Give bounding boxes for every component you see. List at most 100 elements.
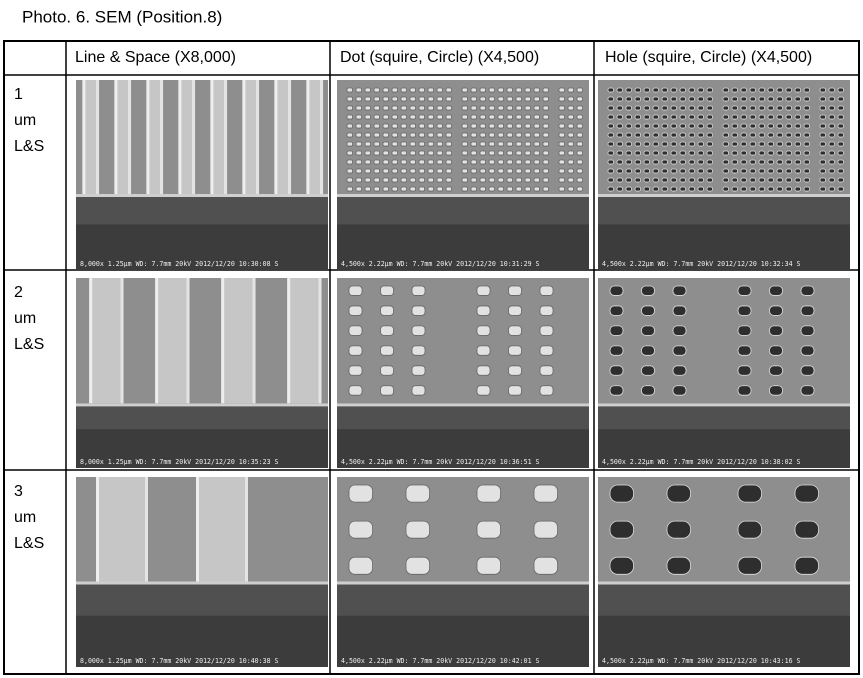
- dot: [411, 385, 426, 396]
- dot: [524, 150, 531, 156]
- hole: [828, 132, 835, 138]
- hole: [652, 159, 659, 165]
- dot: [479, 114, 486, 120]
- dot: [382, 159, 389, 165]
- dot: [506, 123, 513, 129]
- hole: [688, 105, 695, 111]
- dot: [506, 114, 513, 120]
- dot: [558, 105, 565, 111]
- dot: [567, 123, 574, 129]
- dot: [427, 132, 434, 138]
- dot: [508, 345, 522, 356]
- ridge-edge: [245, 477, 248, 582]
- dot: [479, 105, 486, 111]
- hole: [652, 177, 659, 183]
- dot: [488, 105, 495, 111]
- ridge: [178, 80, 196, 194]
- dot: [391, 132, 398, 138]
- dot: [515, 186, 522, 192]
- hole: [706, 168, 713, 174]
- hole: [794, 484, 819, 503]
- hole: [688, 123, 695, 129]
- dot: [533, 141, 540, 147]
- ridge-edge: [146, 80, 150, 194]
- hole: [758, 150, 765, 156]
- dot: [364, 114, 371, 120]
- hole: [688, 177, 695, 183]
- hole: [776, 132, 783, 138]
- dot: [515, 177, 522, 183]
- hole: [828, 123, 835, 129]
- hole: [607, 168, 614, 174]
- hole: [679, 159, 686, 165]
- hole: [828, 105, 835, 111]
- dot: [380, 325, 394, 336]
- dot: [391, 96, 398, 102]
- hole: [722, 114, 729, 120]
- hole: [776, 141, 783, 147]
- dot: [391, 105, 398, 111]
- hole: [670, 150, 677, 156]
- dot: [355, 132, 362, 138]
- hole: [828, 168, 835, 174]
- dot: [382, 132, 389, 138]
- dot: [427, 87, 434, 93]
- hole: [609, 484, 634, 503]
- hole: [819, 105, 826, 111]
- dot: [470, 177, 477, 183]
- dot: [409, 123, 416, 129]
- hole: [661, 159, 668, 165]
- ridge-edge: [252, 278, 256, 404]
- dot: [497, 150, 504, 156]
- hole: [758, 96, 765, 102]
- hole: [769, 325, 783, 336]
- hole: [672, 305, 687, 316]
- hole: [706, 114, 713, 120]
- substrate: [76, 615, 328, 667]
- hole: [697, 105, 704, 111]
- hole: [661, 123, 668, 129]
- hole: [785, 186, 792, 192]
- hole: [706, 132, 713, 138]
- ridge: [306, 80, 324, 194]
- hole: [740, 186, 747, 192]
- dot: [400, 96, 407, 102]
- dot: [411, 365, 426, 376]
- hole: [670, 87, 677, 93]
- substrate: [337, 429, 589, 468]
- ridge-edge: [287, 278, 291, 404]
- dot: [506, 168, 513, 174]
- dot: [461, 123, 468, 129]
- image-caption: 4,500x 2.22μm WD: 7.7mm 20kV 2012/12/20 …: [602, 260, 801, 268]
- hole: [643, 186, 650, 192]
- dot: [524, 159, 531, 165]
- hole: [706, 87, 713, 93]
- dot: [445, 141, 452, 147]
- dot: [346, 105, 353, 111]
- dot: [567, 168, 574, 174]
- hole: [758, 105, 765, 111]
- hole: [643, 87, 650, 93]
- dot: [445, 177, 452, 183]
- dot: [436, 141, 443, 147]
- hole: [769, 305, 783, 316]
- dot: [373, 96, 380, 102]
- hole: [828, 96, 835, 102]
- hole: [697, 159, 704, 165]
- hole: [785, 114, 792, 120]
- dot: [461, 159, 468, 165]
- dot: [418, 141, 425, 147]
- dot: [427, 159, 434, 165]
- ridge-edge: [210, 80, 214, 194]
- dot: [506, 96, 513, 102]
- dot: [355, 96, 362, 102]
- hole: [625, 105, 632, 111]
- dot: [445, 114, 452, 120]
- dot: [346, 123, 353, 129]
- dot: [567, 159, 574, 165]
- hole: [643, 114, 650, 120]
- ridge-edge: [96, 80, 100, 194]
- hole: [641, 345, 655, 356]
- dot: [409, 150, 416, 156]
- dot: [524, 141, 531, 147]
